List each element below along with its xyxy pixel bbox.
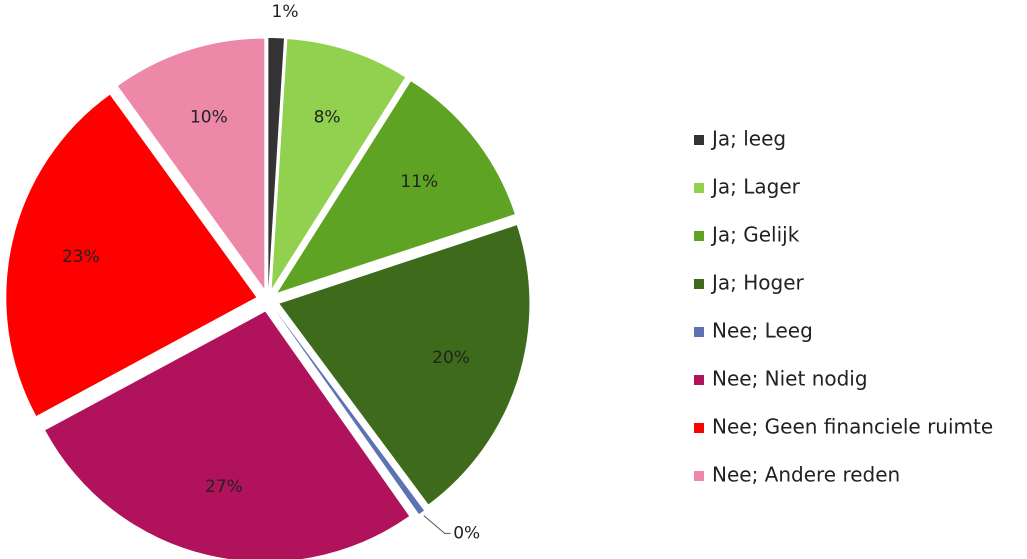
legend-swatch xyxy=(694,135,704,145)
data-label: 1% xyxy=(272,2,299,22)
pie-slice xyxy=(275,309,424,515)
pie-slice xyxy=(117,38,265,289)
data-label: 27% xyxy=(205,477,243,497)
legend-swatch xyxy=(694,279,704,289)
legend-label: Nee; Andere reden xyxy=(712,463,900,487)
legend-label: Ja; Gelijk xyxy=(710,223,800,247)
pie-slice xyxy=(268,38,285,289)
legend-swatch xyxy=(694,471,704,481)
legend-swatch xyxy=(694,327,704,337)
legend-label: Ja; Hoger xyxy=(710,271,805,295)
data-label: 23% xyxy=(62,247,100,267)
pie-slice xyxy=(279,225,530,505)
legend-label: Ja; Lager xyxy=(710,175,801,199)
legend-swatch xyxy=(694,423,704,433)
leader-line xyxy=(423,515,451,534)
data-label: 20% xyxy=(432,348,470,368)
legend-swatch xyxy=(694,375,704,385)
legend-swatch xyxy=(694,183,704,193)
legend-label: Ja; leeg xyxy=(710,127,786,151)
data-label: 0% xyxy=(453,523,480,543)
legend-label: Nee; Niet nodig xyxy=(712,367,868,391)
data-label: 11% xyxy=(400,172,438,192)
data-label: 10% xyxy=(190,107,228,127)
legend-label: Nee; Geen financiele ruimte xyxy=(712,415,993,439)
pie-slice xyxy=(6,94,257,416)
legend-label: Nee; Leeg xyxy=(712,319,813,343)
pie-slice xyxy=(277,81,515,293)
data-label: 8% xyxy=(314,107,341,127)
legend-swatch xyxy=(694,231,704,241)
pie-slice xyxy=(271,39,406,289)
pie-slice xyxy=(45,311,410,559)
